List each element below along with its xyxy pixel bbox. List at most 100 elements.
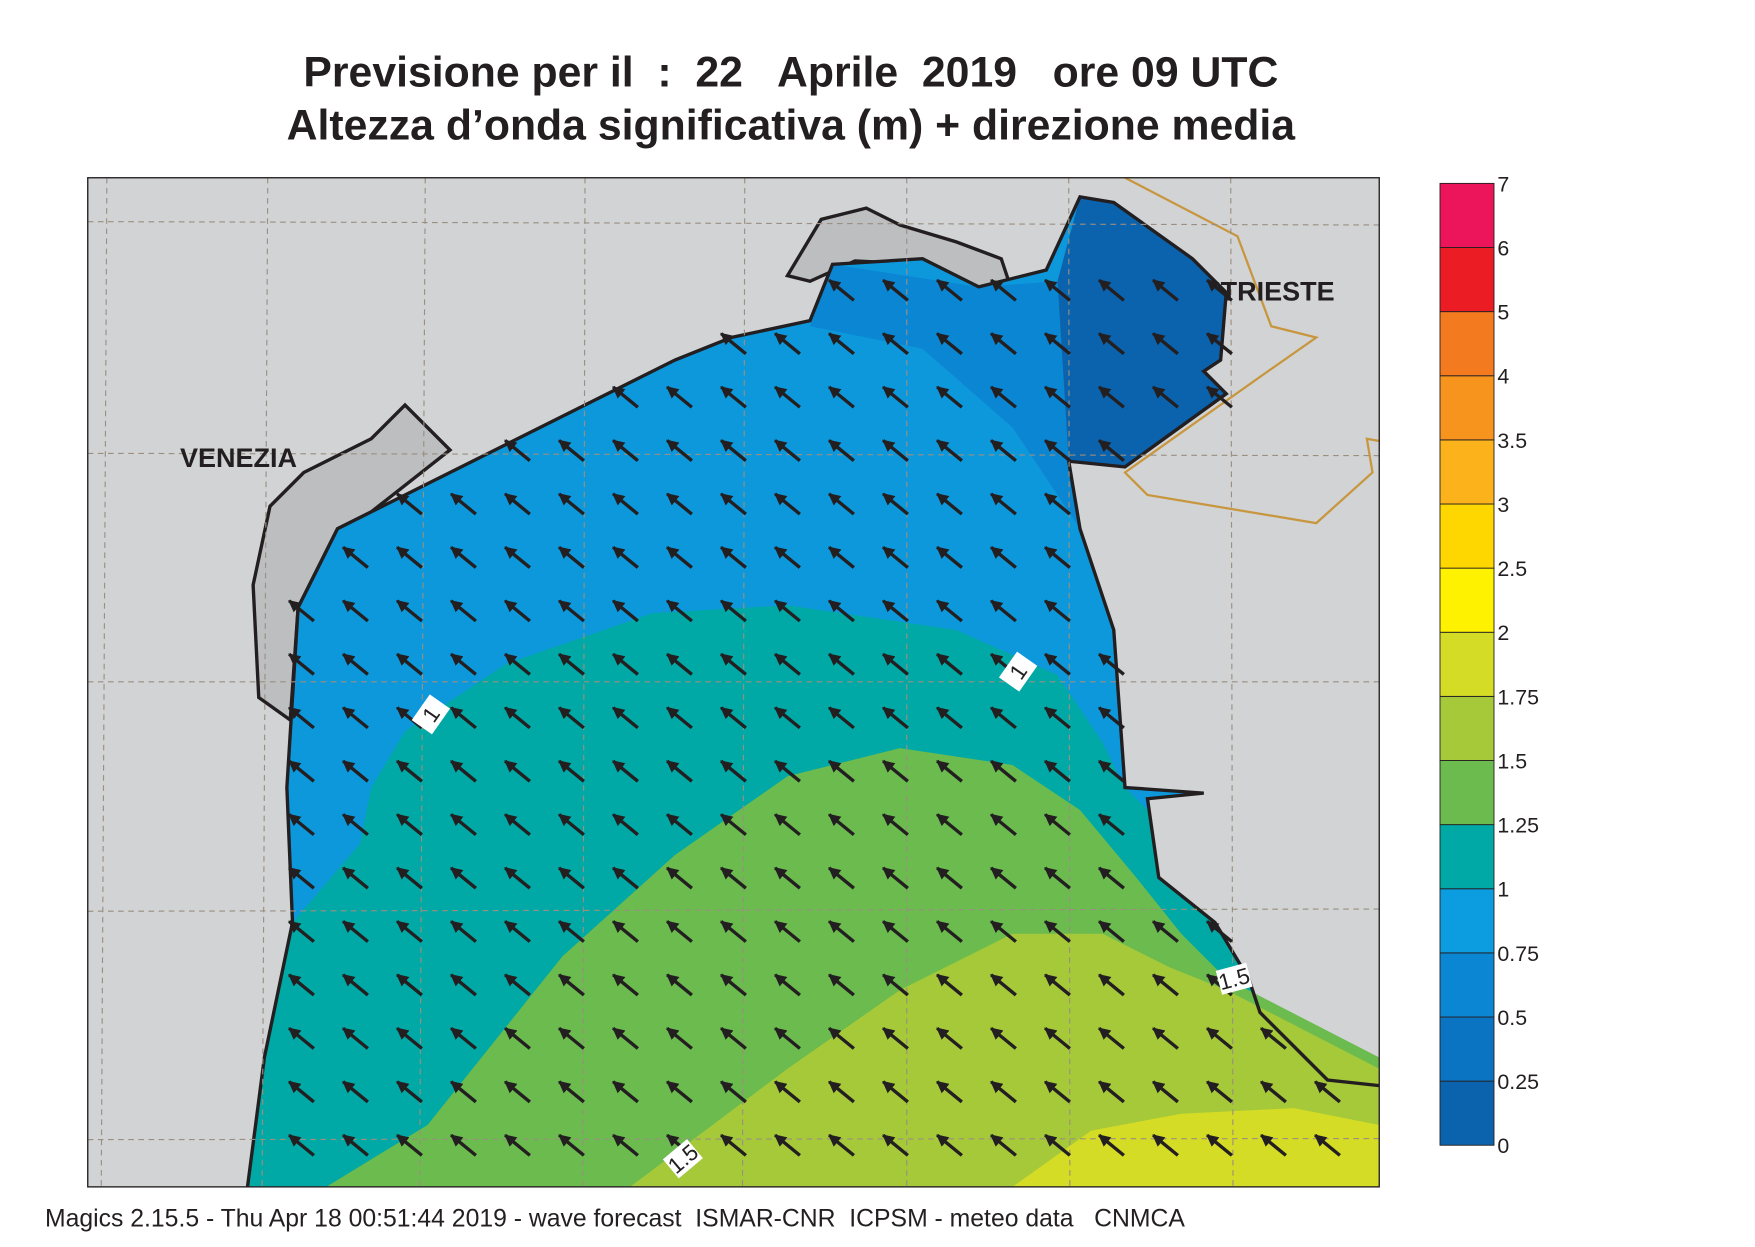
direction-arrow [1044, 973, 1071, 997]
colorbar-label: 0.25 [1497, 1070, 1539, 1094]
direction-arrow [936, 1133, 963, 1157]
direction-arrow [342, 652, 369, 676]
direction-arrow [450, 652, 477, 676]
direction-arrow [1044, 492, 1071, 516]
direction-arrow [936, 1080, 963, 1104]
colorbar-bin [1439, 631, 1495, 697]
direction-arrow [936, 920, 963, 943]
direction-arrow [666, 492, 693, 516]
direction-arrow [720, 439, 747, 462]
direction-arrow [720, 920, 747, 943]
direction-arrow [936, 652, 963, 676]
colorbar-bin [1439, 567, 1495, 633]
direction-arrow [774, 973, 801, 997]
direction-arrow [342, 1080, 369, 1104]
direction-arrow [396, 706, 423, 730]
direction-arrow [1152, 385, 1179, 409]
direction-arrow [774, 920, 801, 943]
direction-arrow [936, 439, 963, 462]
direction-arrow [342, 759, 369, 783]
colorbar-label: 1.75 [1497, 685, 1539, 709]
direction-arrow [1260, 1080, 1287, 1104]
direction-arrow [396, 492, 423, 516]
direction-arrow [504, 1080, 531, 1104]
direction-arrow [1098, 1080, 1125, 1104]
direction-arrow [1152, 1133, 1179, 1157]
direction-arrow [720, 652, 747, 676]
direction-arrow [882, 652, 909, 676]
direction-arrow [936, 973, 963, 997]
direction-arrow [720, 759, 747, 783]
direction-arrow [288, 920, 315, 943]
direction-arrow [342, 1133, 369, 1157]
colorbar-label: 3.5 [1497, 429, 1527, 453]
direction-arrow [666, 652, 693, 676]
direction-arrow [882, 866, 909, 890]
place-label: VENEZIA [180, 443, 297, 473]
direction-arrow [828, 492, 855, 516]
direction-arrow [990, 1026, 1017, 1050]
direction-arrow [1044, 278, 1071, 302]
contour-label-box [998, 651, 1038, 692]
wave-zone [810, 264, 1080, 529]
direction-arrow [1098, 866, 1125, 890]
direction-arrow [342, 706, 369, 730]
direction-arrow [558, 866, 585, 890]
direction-arrow [882, 1133, 909, 1157]
direction-arrow [396, 546, 423, 569]
direction-arrow [504, 439, 531, 462]
direction-arrow [450, 759, 477, 783]
direction-arrow [1314, 1080, 1341, 1104]
direction-arrow [1098, 706, 1125, 730]
direction-arrow [666, 706, 693, 730]
direction-arrow [882, 439, 909, 462]
map-frame [87, 177, 1380, 1188]
wave-zone [1012, 1108, 1380, 1187]
direction-arrow [504, 546, 531, 569]
direction-arrow [1260, 1133, 1287, 1157]
colorbar-label: 2.5 [1497, 557, 1527, 581]
contour-label: 1 [998, 651, 1038, 692]
direction-arrow [1206, 1080, 1233, 1104]
direction-arrow [774, 759, 801, 783]
direction-arrow [612, 1026, 639, 1050]
direction-arrow [774, 492, 801, 516]
direction-arrow [612, 866, 639, 890]
direction-arrow [558, 1080, 585, 1104]
colorbar-bin [1439, 760, 1495, 826]
direction-arrow [666, 546, 693, 569]
direction-arrow [342, 973, 369, 997]
direction-arrow [612, 759, 639, 783]
colorbar-bin [1439, 503, 1495, 569]
direction-arrow [504, 973, 531, 997]
direction-arrow [1098, 278, 1125, 302]
direction-arrow [504, 866, 531, 890]
direction-arrow [882, 1026, 909, 1050]
direction-arrow [828, 920, 855, 943]
direction-arrow [1206, 332, 1233, 356]
direction-arrow [882, 1080, 909, 1104]
direction-arrow [990, 1080, 1017, 1104]
direction-arrow [612, 706, 639, 730]
direction-arrow [450, 1026, 477, 1050]
direction-arrow [288, 973, 315, 997]
direction-arrow [936, 813, 963, 837]
direction-arrow [936, 332, 963, 356]
direction-arrow [504, 652, 531, 676]
direction-arrow [288, 866, 315, 890]
direction-arrow [882, 278, 909, 302]
direction-arrow [612, 385, 639, 409]
direction-arrow [990, 706, 1017, 730]
direction-arrow [450, 599, 477, 623]
direction-arrow [396, 813, 423, 837]
direction-arrow [1098, 1026, 1125, 1050]
direction-arrow [828, 652, 855, 676]
direction-arrow [828, 385, 855, 409]
direction-arrow [774, 706, 801, 730]
colorbar-bin [1439, 952, 1495, 1018]
direction-arrow [396, 973, 423, 997]
direction-arrow [504, 599, 531, 623]
direction-arrow [774, 385, 801, 409]
direction-arrow [936, 706, 963, 730]
colorbar-bin [1439, 824, 1495, 890]
